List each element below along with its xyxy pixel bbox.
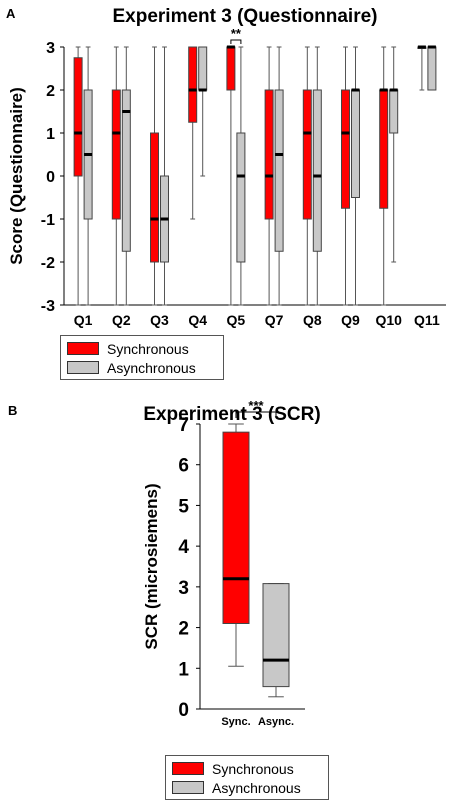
legend-scr: Synchronous Asynchronous (165, 755, 329, 800)
y-tick-label: 4 (178, 537, 189, 558)
box-asynchronous-q11-box (427, 46, 437, 91)
y-tick-label: -3 (41, 298, 55, 315)
box-synchronous-q2-box (111, 89, 121, 220)
significance-bracket (235, 411, 277, 418)
box-synchronous-q1-box (73, 57, 83, 177)
box-asynchronous-q4-box (198, 46, 208, 91)
x-tick-label: Q9 (341, 312, 360, 328)
box-synchronous-q7-box (264, 89, 274, 220)
box-synchronous-q4-box (188, 46, 198, 123)
y-axis-label: Score (Questionnaire) (7, 87, 26, 265)
legend-swatch-asynchronous-b (172, 781, 204, 794)
box-sync-box (222, 431, 250, 625)
x-tick-label: Q5 (227, 312, 246, 328)
x-tick-label: Q1 (74, 312, 93, 328)
box-asynchronous-q2-box (121, 89, 131, 252)
box-synchronous-q9-box (341, 89, 350, 209)
legend-label-asynchronous-b: Asynchronous (212, 779, 301, 796)
y-tick-label: 3 (46, 40, 55, 57)
box-synchronous-q3-box (150, 132, 159, 263)
significance-bracket (230, 39, 242, 44)
legend-swatch-synchronous-b (172, 762, 204, 775)
x-tick-label: Q11 (414, 312, 440, 328)
chart-title: Experiment 3 (SCR) (143, 404, 320, 425)
box-async-box (262, 583, 290, 688)
legend-label-asynchronous: Asynchronous (107, 359, 196, 376)
x-tick-label: Q8 (303, 312, 322, 328)
y-tick-label: 1 (178, 659, 189, 680)
y-axis-label: SCR (microsiemens) (142, 483, 161, 649)
legend-questionnaire: Synchronous Asynchronous (60, 335, 224, 380)
panel-letter-b: B (8, 403, 18, 418)
legend-item-synchronous-b: Synchronous (172, 759, 322, 778)
x-tick-label: Q10 (375, 312, 402, 328)
legend-item-asynchronous: Asynchronous (67, 358, 217, 377)
box-asynchronous-q7-box (274, 89, 284, 252)
scr-chart: Experiment 3 (SCR) SCR (microsiemens) 0 1 2 3… (142, 400, 321, 728)
y-tick-label: 2 (46, 83, 55, 100)
legend-label-synchronous: Synchronous (107, 340, 189, 357)
questionnaire-chart: Experiment 3 (Questionnaire) Score (Quest… (7, 6, 446, 328)
box-synchronous-q8-box (302, 89, 312, 220)
x-tick-label: Q3 (150, 312, 169, 328)
box-asynchronous-q5-box (236, 132, 246, 263)
box-asynchronous-q10-box (389, 89, 399, 134)
y-tick-label: -1 (41, 212, 55, 229)
legend-item-synchronous: Synchronous (67, 339, 217, 358)
y-tick-label: 6 (178, 456, 189, 477)
y-tick-label: 0 (178, 700, 189, 721)
legend-label-synchronous-b: Synchronous (212, 760, 294, 777)
y-tick-label: 2 (178, 619, 189, 640)
box-synchronous-q10-box (379, 89, 389, 209)
y-tick-label: 3 (178, 578, 189, 599)
x-tick-label: Q2 (112, 312, 131, 328)
box-asynchronous-q8-box (312, 89, 322, 252)
box-asynchronous-q9-box (351, 89, 360, 198)
y-tick-label: 1 (46, 126, 55, 143)
x-tick-label: Q4 (188, 312, 207, 328)
panel-letter-a: A (6, 6, 16, 21)
x-tick-label: Async. (258, 716, 294, 728)
legend-item-asynchronous-b: Asynchronous (172, 778, 322, 797)
y-tick-label: 0 (46, 169, 55, 186)
significance-label: ** (231, 26, 242, 41)
y-tick-label: 7 (178, 415, 189, 436)
x-tick-label: Sync. (221, 716, 250, 728)
legend-swatch-asynchronous (67, 361, 99, 374)
y-tick-label: 5 (178, 496, 189, 517)
x-tick-label: Q7 (265, 312, 284, 328)
legend-swatch-synchronous (67, 342, 99, 355)
significance-label: *** (248, 400, 264, 413)
y-tick-label: -2 (41, 255, 55, 272)
chart-title: Experiment 3 (Questionnaire) (112, 6, 377, 27)
box-synchronous-q5-box (226, 46, 236, 91)
